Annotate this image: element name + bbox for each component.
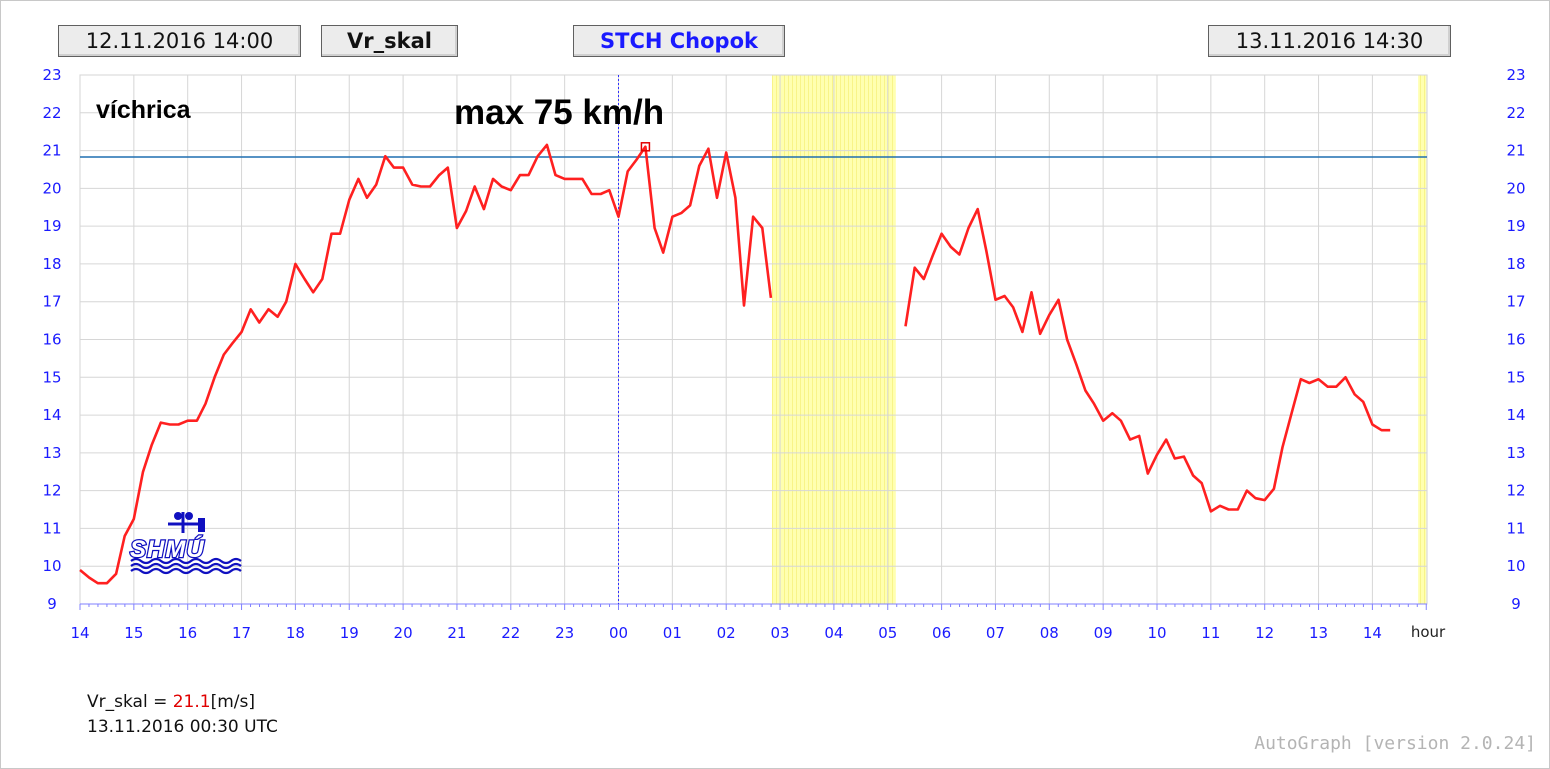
x-tick-label: 08 [1040, 624, 1059, 642]
end-time-box[interactable]: 13.11.2016 14:30 [1208, 25, 1451, 57]
readout-value: 21.1 [172, 692, 211, 712]
y-tick-label-right: 12 [1506, 482, 1525, 500]
x-tick-label: 04 [824, 624, 843, 642]
x-tick-label: 20 [394, 624, 413, 642]
y-tick-label-right: 17 [1506, 293, 1525, 311]
y-tick-label-left: 18 [42, 255, 61, 273]
start-time-box[interactable]: 12.11.2016 14:00 [58, 25, 301, 57]
x-tick-label: 17 [232, 624, 251, 642]
y-tick-label-right: 20 [1506, 179, 1525, 197]
x-tick-label: 10 [1147, 624, 1166, 642]
x-tick-label: 13 [1309, 624, 1328, 642]
x-tick-label: 15 [124, 624, 143, 642]
y-tick-label-right: 14 [1506, 406, 1525, 424]
y-tick-label-left: 20 [42, 179, 61, 197]
y-tick-label-left: 14 [42, 406, 61, 424]
y-tick-label-right: 11 [1506, 519, 1525, 537]
y-tick-label-left: 16 [42, 331, 61, 349]
y-tick-label-left: 15 [42, 368, 61, 386]
y-tick-label-right: 19 [1506, 217, 1525, 235]
x-tick-label: 03 [771, 624, 790, 642]
x-tick-label: 00 [609, 624, 628, 642]
x-tick-label: 14 [70, 624, 89, 642]
y-tick-label-left: 23 [42, 66, 61, 84]
y-tick-label-right: 9 [1511, 595, 1521, 613]
x-tick-label: 21 [447, 624, 466, 642]
y-tick-label-right: 15 [1506, 368, 1525, 386]
readout-timestamp: 13.11.2016 00:30 UTC [87, 717, 278, 737]
x-tick-label: 22 [501, 624, 520, 642]
x-tick-label: 12 [1255, 624, 1274, 642]
variable-box[interactable]: Vr_skal [321, 25, 458, 57]
y-tick-label-left: 22 [42, 104, 61, 122]
shmu-logo-text: SHMÚ [130, 535, 205, 563]
y-tick-label-right: 13 [1506, 444, 1525, 462]
version-footer: AutoGraph [version 2.0.24] [1254, 733, 1536, 754]
y-tick-label-right: 16 [1506, 331, 1525, 349]
y-tick-label-left: 21 [42, 142, 61, 160]
x-tick-label: 14 [1363, 624, 1382, 642]
waves-icon [130, 557, 242, 575]
max-annotation: max 75 km/h [454, 93, 664, 132]
x-tick-label: 16 [178, 624, 197, 642]
y-tick-label-right: 18 [1506, 255, 1525, 273]
x-tick-label: 23 [555, 624, 574, 642]
y-tick-label-left: 13 [42, 444, 61, 462]
y-tick-label-right: 23 [1506, 66, 1525, 84]
y-tick-label-right: 21 [1506, 142, 1525, 160]
x-tick-label: 01 [663, 624, 682, 642]
x-tick-label: 19 [340, 624, 359, 642]
category-annotation: víchrica [96, 96, 192, 124]
readout-variable: Vr_skal [87, 692, 148, 712]
y-tick-label-left: 12 [42, 482, 61, 500]
shmu-logo: SHMÚ [129, 512, 242, 575]
x-tick-label: 02 [717, 624, 736, 642]
x-tick-label: 18 [286, 624, 305, 642]
series-line-segment-0 [79, 143, 773, 585]
x-tick-label: 05 [878, 624, 897, 642]
y-tick-label-left: 11 [42, 519, 61, 537]
y-tick-label-left: 19 [42, 217, 61, 235]
x-unit-label: hour [1411, 623, 1446, 641]
x-tick-label: 09 [1094, 624, 1113, 642]
y-tick-label-left: 10 [42, 557, 61, 575]
station-box[interactable]: STCH Chopok [573, 25, 785, 57]
y-tick-label-right: 10 [1506, 557, 1525, 575]
readout-equals: = [147, 692, 173, 712]
series-line-segment-1 [904, 207, 1391, 513]
anemometer-icon [168, 512, 205, 533]
x-tick-label: 07 [986, 624, 1005, 642]
y-tick-label-right: 22 [1506, 104, 1525, 122]
y-tick-label-left: 17 [42, 293, 61, 311]
y-tick-label-left: 9 [47, 595, 57, 613]
x-tick-label: 06 [932, 624, 951, 642]
readout-unit: [m/s] [210, 692, 256, 712]
x-tick-label: 11 [1201, 624, 1220, 642]
readout-value-line: Vr_skal = 21.1[m/s] [87, 692, 255, 712]
max-marker [640, 142, 651, 152]
